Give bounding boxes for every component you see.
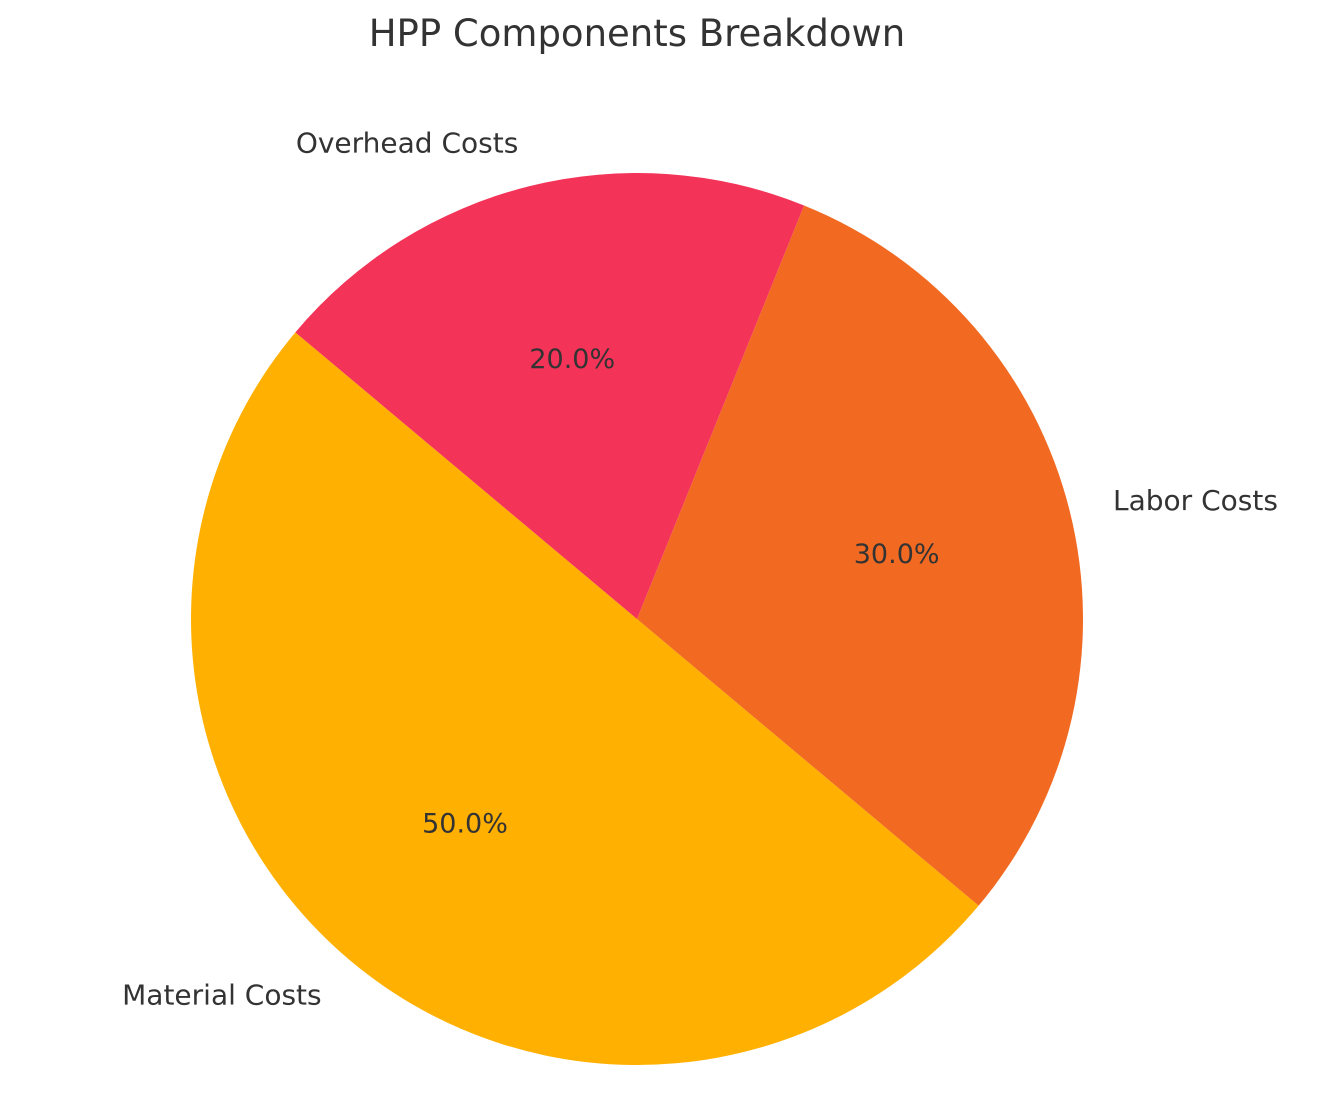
pie-slices <box>191 173 1083 1065</box>
pie-slice-labor-costs <box>637 205 1083 906</box>
percent-label-labor-costs: 30.0% <box>854 539 940 570</box>
chart-title: HPP Components Breakdown <box>369 12 906 55</box>
percent-label-material-costs: 50.0% <box>422 808 508 839</box>
pie-slice-overhead-costs <box>295 173 805 619</box>
slice-label-labor-costs: Labor Costs <box>1113 484 1278 517</box>
slice-label-overhead-costs: Overhead Costs <box>296 126 519 159</box>
slice-label-material-costs: Material Costs <box>122 978 322 1011</box>
pie-labels: Material Costs 50.0% Labor Costs 30.0% Overh… <box>122 126 1278 1011</box>
percent-label-overhead-costs: 20.0% <box>529 344 615 375</box>
pie-slice-material-costs <box>191 332 979 1065</box>
